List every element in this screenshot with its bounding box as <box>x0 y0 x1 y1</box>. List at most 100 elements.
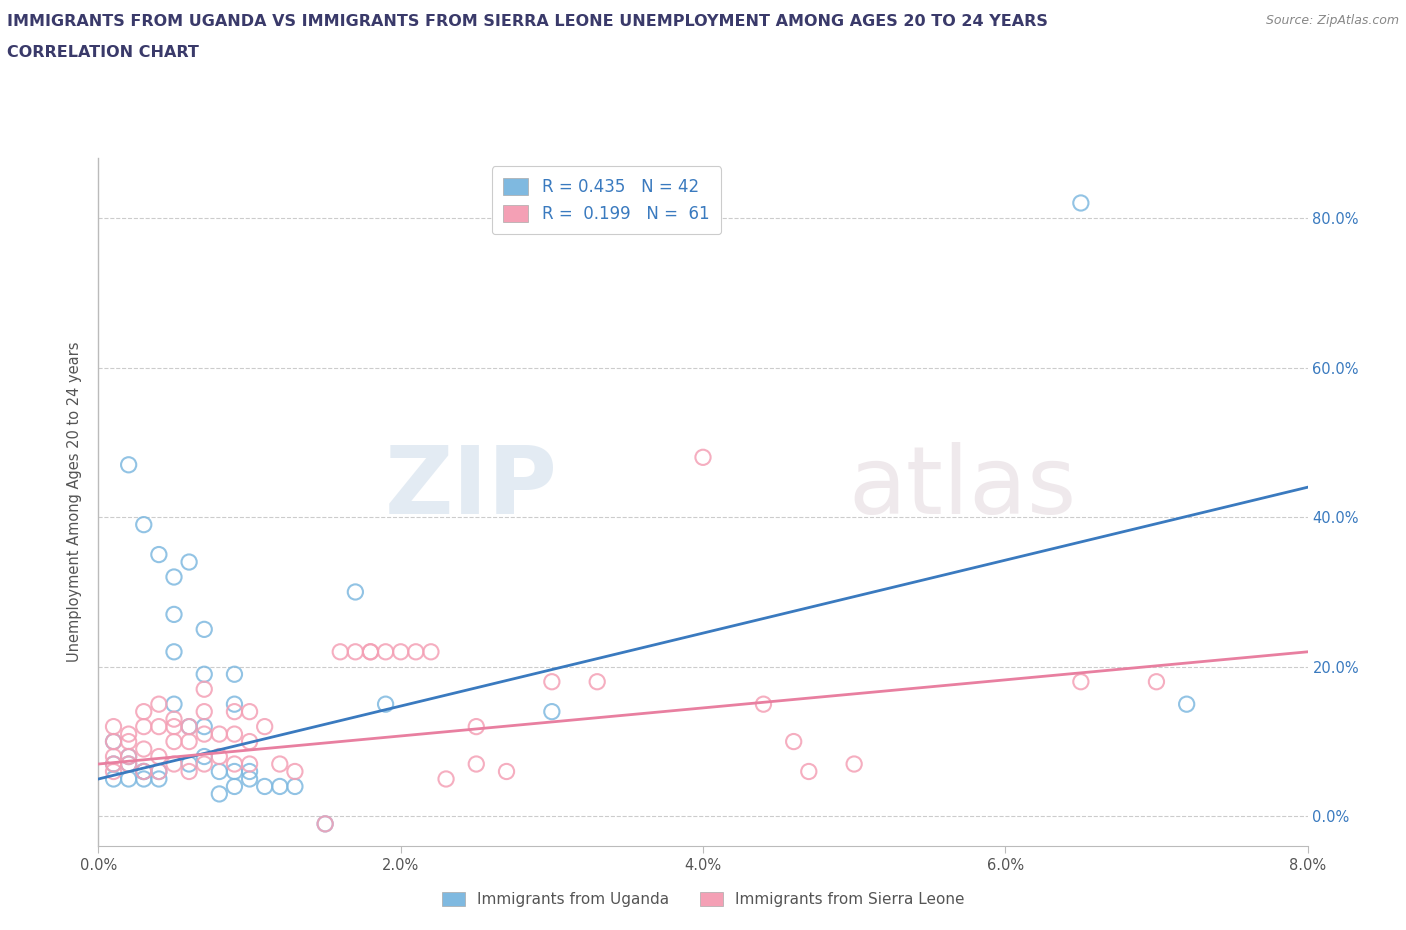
Point <box>148 719 170 734</box>
Text: CORRELATION CHART: CORRELATION CHART <box>7 45 198 60</box>
Point <box>193 719 215 734</box>
Point <box>224 667 246 682</box>
Point <box>103 734 125 749</box>
Point <box>118 749 141 764</box>
Text: IMMIGRANTS FROM UGANDA VS IMMIGRANTS FROM SIERRA LEONE UNEMPLOYMENT AMONG AGES 2: IMMIGRANTS FROM UGANDA VS IMMIGRANTS FRO… <box>7 14 1047 29</box>
Point <box>132 719 155 734</box>
Point <box>586 674 609 689</box>
Point <box>374 644 396 659</box>
Point <box>163 757 186 772</box>
Point <box>329 644 352 659</box>
Point <box>118 757 141 772</box>
Point <box>797 764 820 779</box>
Point <box>148 697 170 711</box>
Point <box>163 697 186 711</box>
Point <box>239 757 262 772</box>
Point <box>465 757 488 772</box>
Point <box>118 726 141 741</box>
Point <box>163 607 186 622</box>
Text: ZIP: ZIP <box>385 443 558 535</box>
Point <box>360 644 382 659</box>
Point <box>148 547 170 562</box>
Point <box>269 757 291 772</box>
Point <box>103 719 125 734</box>
Point <box>132 764 155 779</box>
Point <box>118 757 141 772</box>
Point <box>783 734 806 749</box>
Point <box>495 764 517 779</box>
Point <box>420 644 443 659</box>
Point <box>118 749 141 764</box>
Point <box>1175 697 1198 711</box>
Point <box>1070 195 1092 210</box>
Point <box>132 741 155 756</box>
Point <box>344 585 367 600</box>
Point <box>103 757 125 772</box>
Point <box>193 726 215 741</box>
Point <box>314 817 336 831</box>
Point <box>179 764 201 779</box>
Point <box>752 697 775 711</box>
Point <box>118 458 141 472</box>
Point <box>360 644 382 659</box>
Point <box>1070 674 1092 689</box>
Point <box>132 764 155 779</box>
Point <box>224 764 246 779</box>
Point <box>844 757 866 772</box>
Point <box>179 719 201 734</box>
Point <box>163 734 186 749</box>
Point <box>179 719 201 734</box>
Point <box>224 697 246 711</box>
Point <box>465 719 488 734</box>
Point <box>193 622 215 637</box>
Point <box>163 719 186 734</box>
Point <box>193 749 215 764</box>
Point <box>224 726 246 741</box>
Point <box>193 757 215 772</box>
Point <box>193 682 215 697</box>
Point <box>224 704 246 719</box>
Point <box>148 764 170 779</box>
Point <box>148 764 170 779</box>
Legend: R = 0.435   N = 42, R =  0.199   N =  61: R = 0.435 N = 42, R = 0.199 N = 61 <box>492 166 721 234</box>
Point <box>208 764 231 779</box>
Point <box>163 644 186 659</box>
Point <box>118 734 141 749</box>
Point <box>208 749 231 764</box>
Point <box>208 787 231 802</box>
Point <box>224 757 246 772</box>
Point <box>224 779 246 794</box>
Point <box>132 517 155 532</box>
Y-axis label: Unemployment Among Ages 20 to 24 years: Unemployment Among Ages 20 to 24 years <box>67 342 83 662</box>
Point <box>132 772 155 787</box>
Point <box>239 734 262 749</box>
Point <box>692 450 714 465</box>
Point <box>405 644 427 659</box>
Point <box>148 772 170 787</box>
Point <box>103 772 125 787</box>
Point <box>389 644 412 659</box>
Point <box>208 726 231 741</box>
Point <box>253 779 276 794</box>
Text: Source: ZipAtlas.com: Source: ZipAtlas.com <box>1265 14 1399 27</box>
Point <box>179 734 201 749</box>
Legend: Immigrants from Uganda, Immigrants from Sierra Leone: Immigrants from Uganda, Immigrants from … <box>436 885 970 913</box>
Point <box>193 704 215 719</box>
Point <box>239 772 262 787</box>
Point <box>103 764 125 779</box>
Point <box>344 644 367 659</box>
Point <box>269 779 291 794</box>
Point <box>541 674 564 689</box>
Point <box>148 749 170 764</box>
Point <box>132 704 155 719</box>
Point <box>253 719 276 734</box>
Point <box>1146 674 1168 689</box>
Point <box>103 749 125 764</box>
Point <box>284 779 307 794</box>
Point <box>314 817 336 831</box>
Point <box>118 772 141 787</box>
Point <box>541 704 564 719</box>
Point <box>103 757 125 772</box>
Point <box>179 554 201 569</box>
Point <box>239 764 262 779</box>
